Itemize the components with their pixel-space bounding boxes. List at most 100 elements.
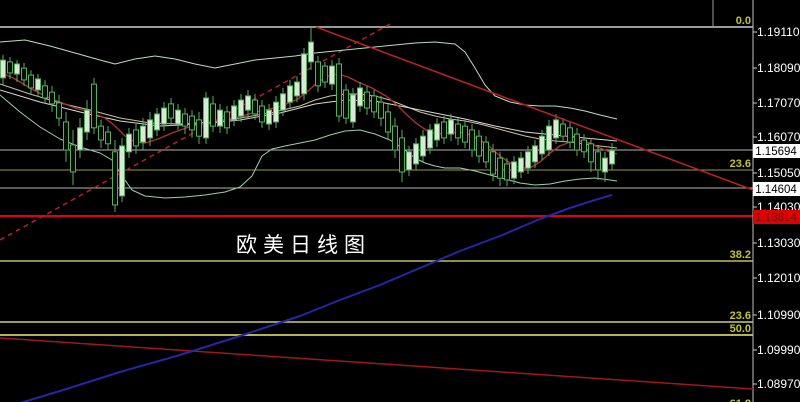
candle-bull [294, 81, 300, 97]
candle-bear [133, 129, 139, 147]
fib-level-label: 23.6 [730, 158, 751, 170]
candle-bull [609, 150, 615, 165]
candle-bear [504, 163, 510, 181]
candle-bear [182, 113, 188, 127]
candle-bull [77, 127, 83, 151]
candle-bull [427, 129, 433, 149]
price-badge-white [753, 144, 800, 158]
axis-price-label: 1.12010 [757, 271, 800, 285]
candle-bear [567, 127, 573, 143]
candle-bear [70, 144, 76, 173]
candle-bear [490, 151, 496, 175]
resistance-trendline [315, 26, 754, 191]
candle-bear [7, 61, 13, 74]
candle-bull [525, 151, 531, 169]
candle-bear [441, 121, 447, 139]
candle-bear [259, 105, 265, 123]
candle-bull [14, 63, 20, 75]
candle-bear [595, 151, 601, 171]
candle-bear [385, 111, 391, 133]
candle-bull [154, 113, 160, 131]
fib-level-label: 23.6 [730, 310, 751, 322]
candle-bear [371, 95, 377, 113]
candle-bull [301, 53, 307, 95]
candle-bull [175, 109, 181, 125]
candle-bear [497, 157, 503, 179]
candle-bull [287, 85, 293, 103]
candle-bear [469, 129, 475, 151]
candle-bull [161, 107, 167, 125]
candle-bull [434, 123, 440, 141]
candle-bull [273, 101, 279, 123]
axis-price-label: 1.17070 [757, 96, 800, 110]
candle-bear [560, 123, 566, 137]
price-badge-label: 1.14604 [755, 184, 797, 196]
candle-bull [553, 119, 559, 139]
axis-price-label: 1.16070 [757, 130, 800, 144]
price-badge-label: 1.15694 [755, 146, 797, 158]
candle-bull [518, 157, 524, 173]
candle-bull [329, 65, 335, 85]
candle-bear [63, 121, 69, 151]
candle-bear [42, 85, 48, 99]
price-badge-red [753, 210, 800, 224]
candle-bear [112, 151, 118, 206]
candle-bear [168, 103, 174, 119]
candle-bull [266, 109, 272, 125]
candle-bull [35, 78, 41, 91]
axis-price-label: 1.10990 [757, 308, 800, 322]
candle-bear [56, 102, 62, 119]
candle-bull [602, 157, 608, 173]
candle-bear [588, 143, 594, 163]
candle-bear [455, 123, 461, 139]
ma-blue-200 [19, 194, 613, 402]
candle-bull [147, 119, 153, 139]
fib-level-label: 0.0 [736, 15, 751, 27]
candle-bear [91, 83, 97, 129]
lower-channel-trendline [0, 337, 754, 390]
candle-bull [245, 95, 251, 111]
candle-bear [483, 141, 489, 163]
axis-price-label: 1.08970 [757, 377, 800, 391]
candle-bear [476, 135, 482, 157]
bb-upper [0, 39, 618, 120]
candle-bear [98, 125, 104, 141]
candle-bear [462, 125, 468, 143]
candle-bull [448, 119, 454, 135]
candle-bear [252, 99, 258, 115]
fib-level-label: 38.2 [730, 249, 751, 261]
candle-bull [308, 41, 314, 63]
fib-level-label: 50.0 [730, 323, 751, 335]
candle-bull [140, 125, 146, 143]
candle-bull [357, 87, 363, 107]
candle-bear [322, 65, 328, 83]
candle-bull [546, 125, 552, 151]
candle-bear [364, 91, 370, 109]
candle-bull [532, 145, 538, 163]
fib-level-label: 61.8 [730, 398, 751, 402]
candle-bear [343, 89, 349, 119]
candle-bear [21, 67, 27, 81]
candle-bull [413, 143, 419, 165]
candle-bear [210, 103, 216, 127]
candle-bull [238, 99, 244, 117]
axis-price-label: 1.09990 [757, 343, 800, 357]
candle-bull [539, 135, 545, 155]
axis-price-label: 1.18090 [757, 61, 800, 75]
candle-bear [336, 63, 342, 117]
candle-bull [203, 97, 209, 139]
candle-bear [28, 74, 34, 89]
candle-bull [217, 109, 223, 127]
candle-bull [420, 135, 426, 157]
candle-bull [350, 94, 356, 123]
ma-red [0, 71, 618, 169]
price-badge-white [753, 182, 800, 196]
candle-bear [49, 91, 55, 105]
candle-bull [119, 145, 125, 197]
candle-bear [196, 119, 202, 137]
candle-bull [0, 59, 6, 79]
candle-bear [189, 115, 195, 131]
candle-bull [84, 109, 90, 133]
